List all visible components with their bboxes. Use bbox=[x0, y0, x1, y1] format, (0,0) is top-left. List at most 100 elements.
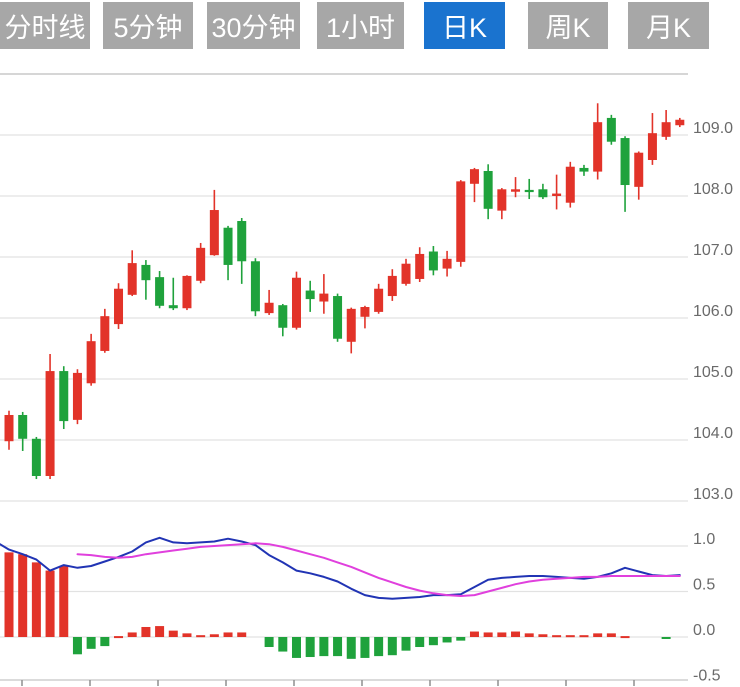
candle-body-down bbox=[155, 277, 165, 306]
macd-bar-up bbox=[127, 632, 137, 637]
macd-bar-down bbox=[264, 637, 274, 648]
macd-bar-up bbox=[209, 634, 219, 637]
candle-body-up bbox=[196, 247, 206, 281]
macd-bar-down bbox=[278, 637, 288, 652]
candle-body-down bbox=[237, 221, 247, 262]
price-axis-label: 108.0 bbox=[693, 181, 733, 198]
candle-body-up bbox=[593, 122, 603, 172]
price-axis-label: 105.0 bbox=[693, 364, 733, 381]
tab-daily-k[interactable]: 日K bbox=[424, 2, 505, 49]
candle-body-down bbox=[141, 264, 151, 281]
macd-bar-up bbox=[196, 635, 206, 638]
candle-body-down bbox=[223, 227, 233, 265]
candle-body-up bbox=[661, 122, 671, 137]
tab-1hour[interactable]: 1小时 bbox=[317, 2, 404, 49]
macd-bar-up bbox=[565, 635, 575, 638]
candle-body-down bbox=[483, 170, 493, 209]
candle-body-up bbox=[360, 307, 370, 317]
candle-body-up bbox=[634, 152, 644, 187]
macd-bar-down bbox=[291, 637, 301, 658]
candle-body-down bbox=[278, 305, 288, 328]
candle-body-up bbox=[456, 181, 466, 262]
candle-body-down bbox=[524, 189, 534, 193]
macd-bar-down bbox=[86, 637, 96, 649]
candle-body-up bbox=[291, 277, 301, 328]
macd-bar-up bbox=[497, 632, 507, 637]
candle-body-down bbox=[428, 251, 438, 271]
candle-body-up bbox=[442, 258, 452, 269]
candle-body-up bbox=[387, 275, 397, 297]
macd-bar-up bbox=[483, 632, 493, 637]
macd-axis-label: 0.5 bbox=[693, 577, 715, 594]
candle-body-up bbox=[72, 372, 82, 420]
tab-timeline[interactable]: 分时线 bbox=[0, 2, 90, 49]
candle-body-up bbox=[209, 210, 219, 256]
candle-body-up bbox=[45, 371, 55, 476]
candle-body-down bbox=[305, 290, 315, 300]
candle-body-up bbox=[415, 253, 425, 279]
price-axis-label: 104.0 bbox=[693, 425, 733, 442]
candle-body-up bbox=[264, 302, 274, 314]
candle-body-up bbox=[469, 169, 479, 184]
macd-bar-up bbox=[538, 634, 548, 637]
macd-bar-down bbox=[72, 637, 82, 655]
macd-bar-up bbox=[469, 631, 479, 637]
macd-bar-up bbox=[114, 636, 124, 639]
price-axis-label: 103.0 bbox=[693, 486, 733, 503]
candle-body-up bbox=[114, 288, 124, 325]
macd-bar-down bbox=[401, 637, 411, 651]
macd-bar-down bbox=[428, 637, 438, 646]
macd-bar-up bbox=[141, 626, 151, 637]
tab-weekly-k[interactable]: 周K bbox=[528, 2, 608, 49]
macd-bar-up bbox=[155, 626, 165, 637]
macd-bar-down bbox=[442, 637, 452, 643]
candle-body-down bbox=[606, 117, 616, 142]
price-axis-label: 107.0 bbox=[693, 242, 733, 259]
macd-bar-down bbox=[333, 637, 343, 657]
tab-30min[interactable]: 30分钟 bbox=[207, 2, 300, 49]
macd-axis-label: 1.0 bbox=[693, 531, 715, 548]
macd-bar-up bbox=[168, 630, 178, 637]
macd-bar-down bbox=[415, 637, 425, 648]
macd-bar-up bbox=[59, 566, 69, 637]
candle-body-up bbox=[100, 316, 110, 351]
candle-body-up bbox=[319, 293, 329, 302]
tab-monthly-k[interactable]: 月K bbox=[628, 2, 709, 49]
candle-body-down bbox=[620, 138, 630, 186]
macd-bar-down bbox=[319, 637, 329, 657]
dea-line bbox=[76, 542, 681, 597]
candle-body-up bbox=[401, 263, 411, 284]
candle-body-down bbox=[18, 414, 28, 439]
macd-bar-up bbox=[45, 570, 55, 637]
macd-bar-down bbox=[456, 637, 466, 641]
candle-body-down bbox=[168, 305, 178, 309]
candle-body-up bbox=[552, 193, 562, 196]
macd-bar-up bbox=[524, 633, 534, 637]
macd-bar-down bbox=[100, 637, 110, 647]
price-axis-label: 109.0 bbox=[693, 120, 733, 137]
tab-5min[interactable]: 5分钟 bbox=[103, 2, 193, 49]
candle-body-up bbox=[127, 263, 137, 295]
macd-bar-down bbox=[305, 637, 315, 658]
macd-bar-up bbox=[620, 636, 630, 639]
macd-bar-up bbox=[223, 632, 233, 637]
candle-body-up bbox=[182, 275, 192, 309]
dif-line bbox=[0, 536, 681, 600]
macd-bar-up bbox=[552, 635, 562, 638]
macd-bar-up bbox=[182, 633, 192, 637]
price-axis-label: 106.0 bbox=[693, 303, 733, 320]
macd-bar-up bbox=[4, 552, 14, 637]
candle-body-down bbox=[59, 371, 69, 422]
candle-body-up bbox=[511, 189, 521, 192]
interval-tabbar: 分时线 5分钟 30分钟 1小时 日K 周K 月K bbox=[0, 2, 740, 49]
macd-bar-up bbox=[579, 635, 589, 638]
macd-axis-label: 0.0 bbox=[693, 622, 715, 639]
macd-bar-down bbox=[360, 637, 370, 658]
candle-body-up bbox=[346, 308, 356, 342]
candle-body-up bbox=[86, 341, 96, 384]
candle-body-up bbox=[4, 414, 14, 442]
candle-body-down bbox=[250, 261, 260, 312]
macd-bar-up bbox=[606, 633, 616, 637]
macd-bar-down bbox=[661, 637, 671, 639]
